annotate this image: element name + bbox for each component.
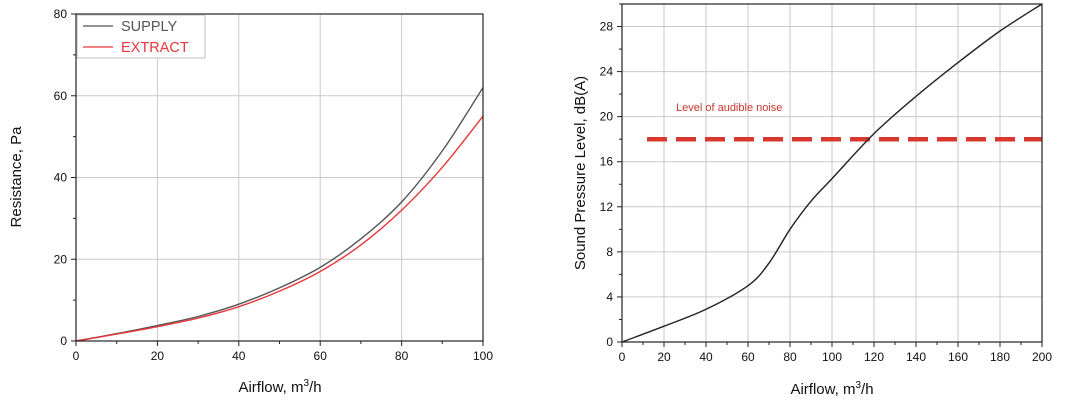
resistance-plot-frame	[75, 13, 484, 342]
resistance-ytick-label: 60	[54, 89, 68, 103]
sound-ytick-label: 4	[606, 290, 613, 304]
audible-noise-label: Level of audible noise	[676, 102, 782, 114]
sound-xlabel-tail: /h	[861, 381, 874, 398]
resistance-ytick-label: 0	[60, 334, 67, 348]
sound-xtick-label: 120	[864, 350, 884, 364]
sound-ytick-label: 0	[606, 335, 613, 349]
resistance-xlabel-main: Airflow, m	[238, 379, 303, 396]
resistance-xlabel-tail: /h	[309, 379, 322, 396]
extract-line	[75, 115, 484, 342]
resistance-xlabel-sup: 3	[303, 378, 309, 389]
resistance-xlabel: Airflow, m3/h	[238, 378, 321, 396]
sound-xtick-label: 20	[657, 350, 671, 364]
sound-xtick-label: 100	[822, 350, 842, 364]
sound-xtick-label: 180	[990, 350, 1010, 364]
sound-ticks: 0 20 40 60 80 100 120 140 160 180 200 0 4 8 12 16 20 24 28	[600, 3, 1052, 364]
legend-box	[76, 14, 206, 59]
sound-chart: 0 20 40 60 80 100 120 140 160 180 200 0 4 8 12 16 20 24 28…	[572, 3, 1052, 398]
sound-ytick-label: 8	[606, 245, 613, 259]
sound-ytick-label: 28	[600, 20, 614, 34]
resistance-xtick-label: 100	[473, 349, 493, 363]
sound-curve-line	[621, 3, 1043, 343]
resistance-ytick-label: 80	[54, 7, 68, 21]
resistance-ytick-label: 20	[54, 252, 68, 266]
legend-label-supply: SUPPLY	[121, 19, 177, 35]
resistance-ticks: 0 20 40 60 80 100 0 20 40 60 80	[54, 7, 494, 363]
sound-series	[621, 3, 1043, 343]
resistance-series	[75, 87, 484, 342]
sound-xtick-label: 80	[783, 350, 797, 364]
sound-plot-frame	[621, 3, 1043, 343]
sound-ytick-label: 12	[600, 200, 614, 214]
legend-label-extract: EXTRACT	[121, 40, 189, 56]
resistance-xtick-label: 60	[314, 349, 328, 363]
sound-ytick-label: 16	[600, 155, 614, 169]
sound-xlabel-sup: 3	[855, 380, 861, 391]
resistance-legend: SUPPLY EXTRACT	[76, 14, 206, 59]
sound-xlabel-main: Airflow, m	[790, 381, 855, 398]
resistance-xtick-label: 40	[232, 349, 246, 363]
sound-ytick-label: 24	[600, 65, 614, 79]
sound-grid	[622, 4, 1042, 342]
resistance-xtick-label: 0	[73, 349, 80, 363]
sound-xtick-label: 160	[948, 350, 968, 364]
sound-ytick-label: 20	[600, 110, 614, 124]
sound-xtick-label: 200	[1032, 350, 1052, 364]
sound-xlabel: Airflow, m3/h	[790, 380, 873, 398]
resistance-xtick-label: 80	[395, 349, 409, 363]
supply-line	[75, 87, 484, 342]
resistance-chart: 0 20 40 60 80 100 0 20 40 60 80 SUPPLY EXTRACT Res…	[8, 7, 493, 396]
resistance-ytick-label: 40	[54, 171, 68, 185]
sound-xtick-label: 40	[699, 350, 713, 364]
sound-xtick-label: 60	[741, 350, 755, 364]
resistance-xtick-label: 20	[151, 349, 165, 363]
resistance-ylabel: Resistance, Pa	[8, 126, 25, 228]
sound-xtick-label: 0	[619, 350, 626, 364]
sound-xtick-label: 140	[906, 350, 926, 364]
sound-ylabel: Sound Pressure Level, dB(A)	[572, 76, 589, 270]
resistance-grid	[76, 14, 483, 341]
